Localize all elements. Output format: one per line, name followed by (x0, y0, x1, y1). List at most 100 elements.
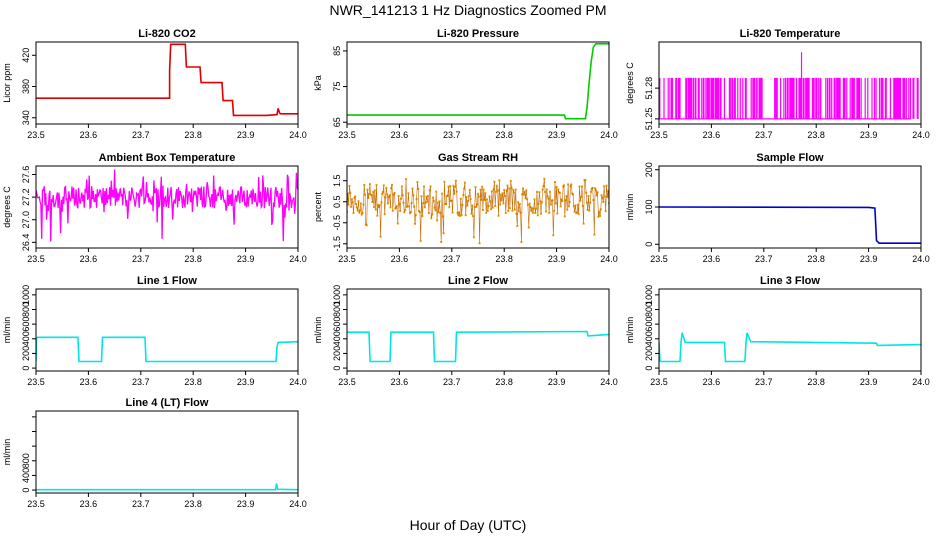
x-tick-label: 23.7 (443, 130, 461, 140)
panel-title: Gas Stream RH (438, 152, 518, 164)
y-tick-label: 400 (21, 468, 31, 483)
panel-title: Line 4 (LT) Flow (126, 397, 209, 409)
series-line (347, 330, 609, 363)
plot-frame (35, 288, 299, 372)
data-layer (36, 483, 298, 491)
x-tick-label: 23.8 (184, 499, 202, 509)
y-tick-label: 65 (332, 117, 342, 127)
data-layer (36, 169, 298, 242)
x-tick-label: 23.5 (27, 377, 45, 387)
panel-1: Li-820 Pressure kPa 23.5 23.6 23.7 23.8 23.9 24… (313, 28, 618, 140)
x-tick-label: 24.0 (600, 130, 618, 140)
y-tick-label: 800 (21, 302, 31, 317)
figure-title: NWR_141213 1 Hz Diagnostics Zoomed PM (329, 2, 607, 18)
x-tick-label: 23.9 (237, 377, 255, 387)
y-tick-label: -0.5 (332, 215, 342, 231)
y-tick-label: 0 (21, 488, 31, 493)
data-layer (36, 336, 298, 363)
y-axis-label: ml/min (625, 317, 635, 344)
x-tick-label: 23.9 (237, 499, 255, 509)
y-tick-label: 600 (332, 317, 342, 332)
y-tick-label: -1.5 (332, 236, 342, 252)
x-tick-label: 23.6 (391, 130, 409, 140)
y-tick-label: 600 (644, 317, 654, 332)
x-tick-label: 23.5 (27, 130, 45, 140)
x-tick-label: 24.0 (912, 377, 930, 387)
x-tick-label: 23.7 (132, 130, 150, 140)
x-tick-label: 23.8 (495, 377, 513, 387)
x-tick-label: 23.9 (548, 377, 566, 387)
x-tick-label: 23.7 (443, 377, 461, 387)
x-tick-label: 23.9 (237, 130, 255, 140)
x-tick-label: 23.6 (391, 377, 409, 387)
y-tick-label: 51.28 (644, 77, 654, 100)
y-axis-label: Licor ppm (2, 63, 12, 103)
x-tick-label: 23.5 (27, 254, 45, 264)
y-tick-label: 1000 (644, 285, 654, 305)
y-tick-label: 800 (644, 302, 654, 317)
y-tick-label: 380 (21, 79, 31, 94)
y-tick-label: 0 (644, 366, 654, 371)
panel-5: Sample Flow ml/min 23.5 23.6 23.7 23.8 23.9 24.… (625, 152, 930, 264)
y-axis-label: percent (313, 191, 323, 222)
y-tick-label: 200 (332, 346, 342, 361)
x-tick-label: 24.0 (912, 130, 930, 140)
y-tick-label: 0 (644, 242, 654, 247)
x-tick-label: 24.0 (600, 377, 618, 387)
data-layer (347, 330, 609, 363)
y-tick-label: 85 (332, 46, 342, 56)
series-line (347, 42, 609, 120)
x-tick-label: 23.7 (132, 499, 150, 509)
panel-9: Line 4 (LT) Flow ml/min 23.5 23.6 23.7 23.8 23… (2, 397, 307, 509)
plot-frame (346, 41, 610, 125)
x-tick-label: 24.0 (912, 254, 930, 264)
x-tick-label: 23.6 (703, 254, 721, 264)
y-tick-label: 0 (21, 366, 31, 371)
x-tick-label: 23.9 (860, 377, 878, 387)
x-tick-label: 23.6 (391, 254, 409, 264)
panel-title: Ambient Box Temperature (99, 152, 236, 164)
y-tick-label: 100 (644, 199, 654, 214)
y-axis-label: degrees C (625, 62, 635, 104)
plot-frame (35, 41, 299, 125)
x-tick-label: 23.5 (338, 130, 356, 140)
x-tick-label: 23.6 (80, 130, 98, 140)
series-line (36, 336, 298, 363)
x-tick-label: 23.9 (860, 130, 878, 140)
y-axis-label: ml/min (313, 317, 323, 344)
data-layer (659, 52, 919, 120)
x-tick-label: 23.9 (237, 254, 255, 264)
panel-0: Li-820 CO2 Licor ppm 23.5 23.6 23.7 23.8 23.9 2… (2, 28, 307, 140)
y-tick-label: 400 (332, 331, 342, 346)
plot-frame (346, 165, 610, 249)
x-tick-label: 23.8 (184, 130, 202, 140)
y-axis-label: kPa (313, 75, 323, 91)
y-tick-label: 1.5 (332, 174, 342, 187)
y-tick-label: 200 (644, 346, 654, 361)
y-axis-label: ml/min (2, 317, 12, 344)
x-axis-label: Hour of Day (UTC) (409, 517, 527, 533)
x-tick-label: 23.8 (807, 130, 825, 140)
x-tick-label: 24.0 (289, 377, 307, 387)
y-tick-label: 200 (21, 346, 31, 361)
x-tick-label: 23.8 (495, 254, 513, 264)
y-tick-label: 0 (332, 366, 342, 371)
y-tick-label: 800 (332, 302, 342, 317)
y-tick-label: 1000 (332, 285, 342, 305)
x-tick-label: 23.7 (132, 377, 150, 387)
panel-4: Gas Stream RH percent 23.5 23.6 23.7 23.8 23.9… (313, 152, 618, 264)
x-tick-label: 24.0 (289, 130, 307, 140)
y-tick-label: 26.4 (21, 234, 31, 252)
series-line (659, 206, 921, 244)
x-tick-label: 23.6 (80, 377, 98, 387)
panel-title: Li-820 Pressure (437, 28, 519, 40)
y-axis-label: degrees C (2, 186, 12, 228)
data-layer (659, 206, 921, 244)
x-tick-label: 23.6 (703, 130, 721, 140)
data-layer (347, 42, 609, 120)
panel-6: Line 1 Flow ml/min 23.5 23.6 23.7 23.8 23.9 24.… (2, 275, 307, 387)
y-tick-label: 400 (21, 331, 31, 346)
plot-frame (658, 288, 922, 372)
x-tick-label: 23.7 (132, 254, 150, 264)
